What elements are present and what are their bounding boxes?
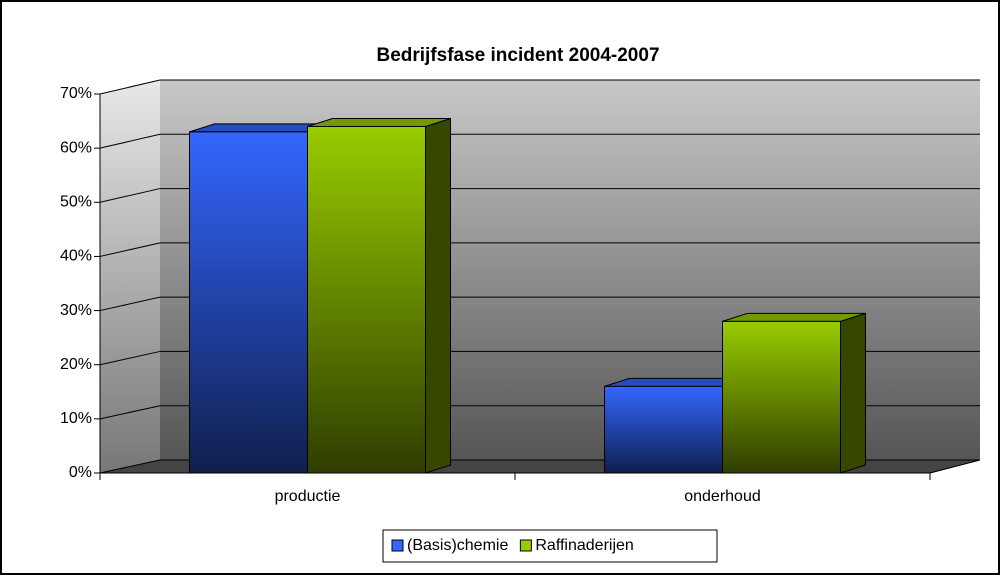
bar-side (425, 117, 451, 474)
bar-top (722, 312, 866, 322)
y-tick-label: 10% (60, 410, 92, 427)
grid-line (99, 350, 161, 366)
y-tick-label: 20% (60, 356, 92, 373)
floor-edge (929, 459, 981, 474)
grid-line (99, 188, 161, 203)
bar (307, 125, 426, 474)
bar (722, 320, 841, 474)
side-wall (100, 80, 160, 473)
legend-swatch (391, 539, 404, 552)
y-tick-label: 30% (60, 302, 92, 319)
bar-side (840, 312, 866, 474)
grid-line (99, 133, 161, 149)
y-tick-label: 0% (69, 464, 92, 481)
y-tick-label: 60% (60, 139, 92, 156)
legend-label: (Basis)chemie (407, 537, 508, 554)
grid-line (99, 459, 161, 474)
y-tick-label: 50% (60, 194, 92, 211)
y-tick-label: 40% (60, 248, 92, 265)
legend (382, 529, 718, 563)
bar-top (307, 117, 451, 127)
legend-label: Raffinaderijen (535, 537, 633, 554)
x-tick-label: productie (275, 488, 341, 505)
chart-title: Bedrijfsfase incident 2004-2007 (376, 45, 659, 66)
grid-line (99, 405, 161, 420)
x-tick-label: onderhoud (684, 488, 761, 505)
y-tick-label: 70% (60, 85, 92, 102)
legend-swatch (519, 539, 532, 552)
grid-line (99, 79, 161, 95)
grid-line (99, 296, 161, 312)
bar (604, 385, 723, 474)
bar (189, 131, 308, 474)
grid-line (99, 242, 161, 257)
